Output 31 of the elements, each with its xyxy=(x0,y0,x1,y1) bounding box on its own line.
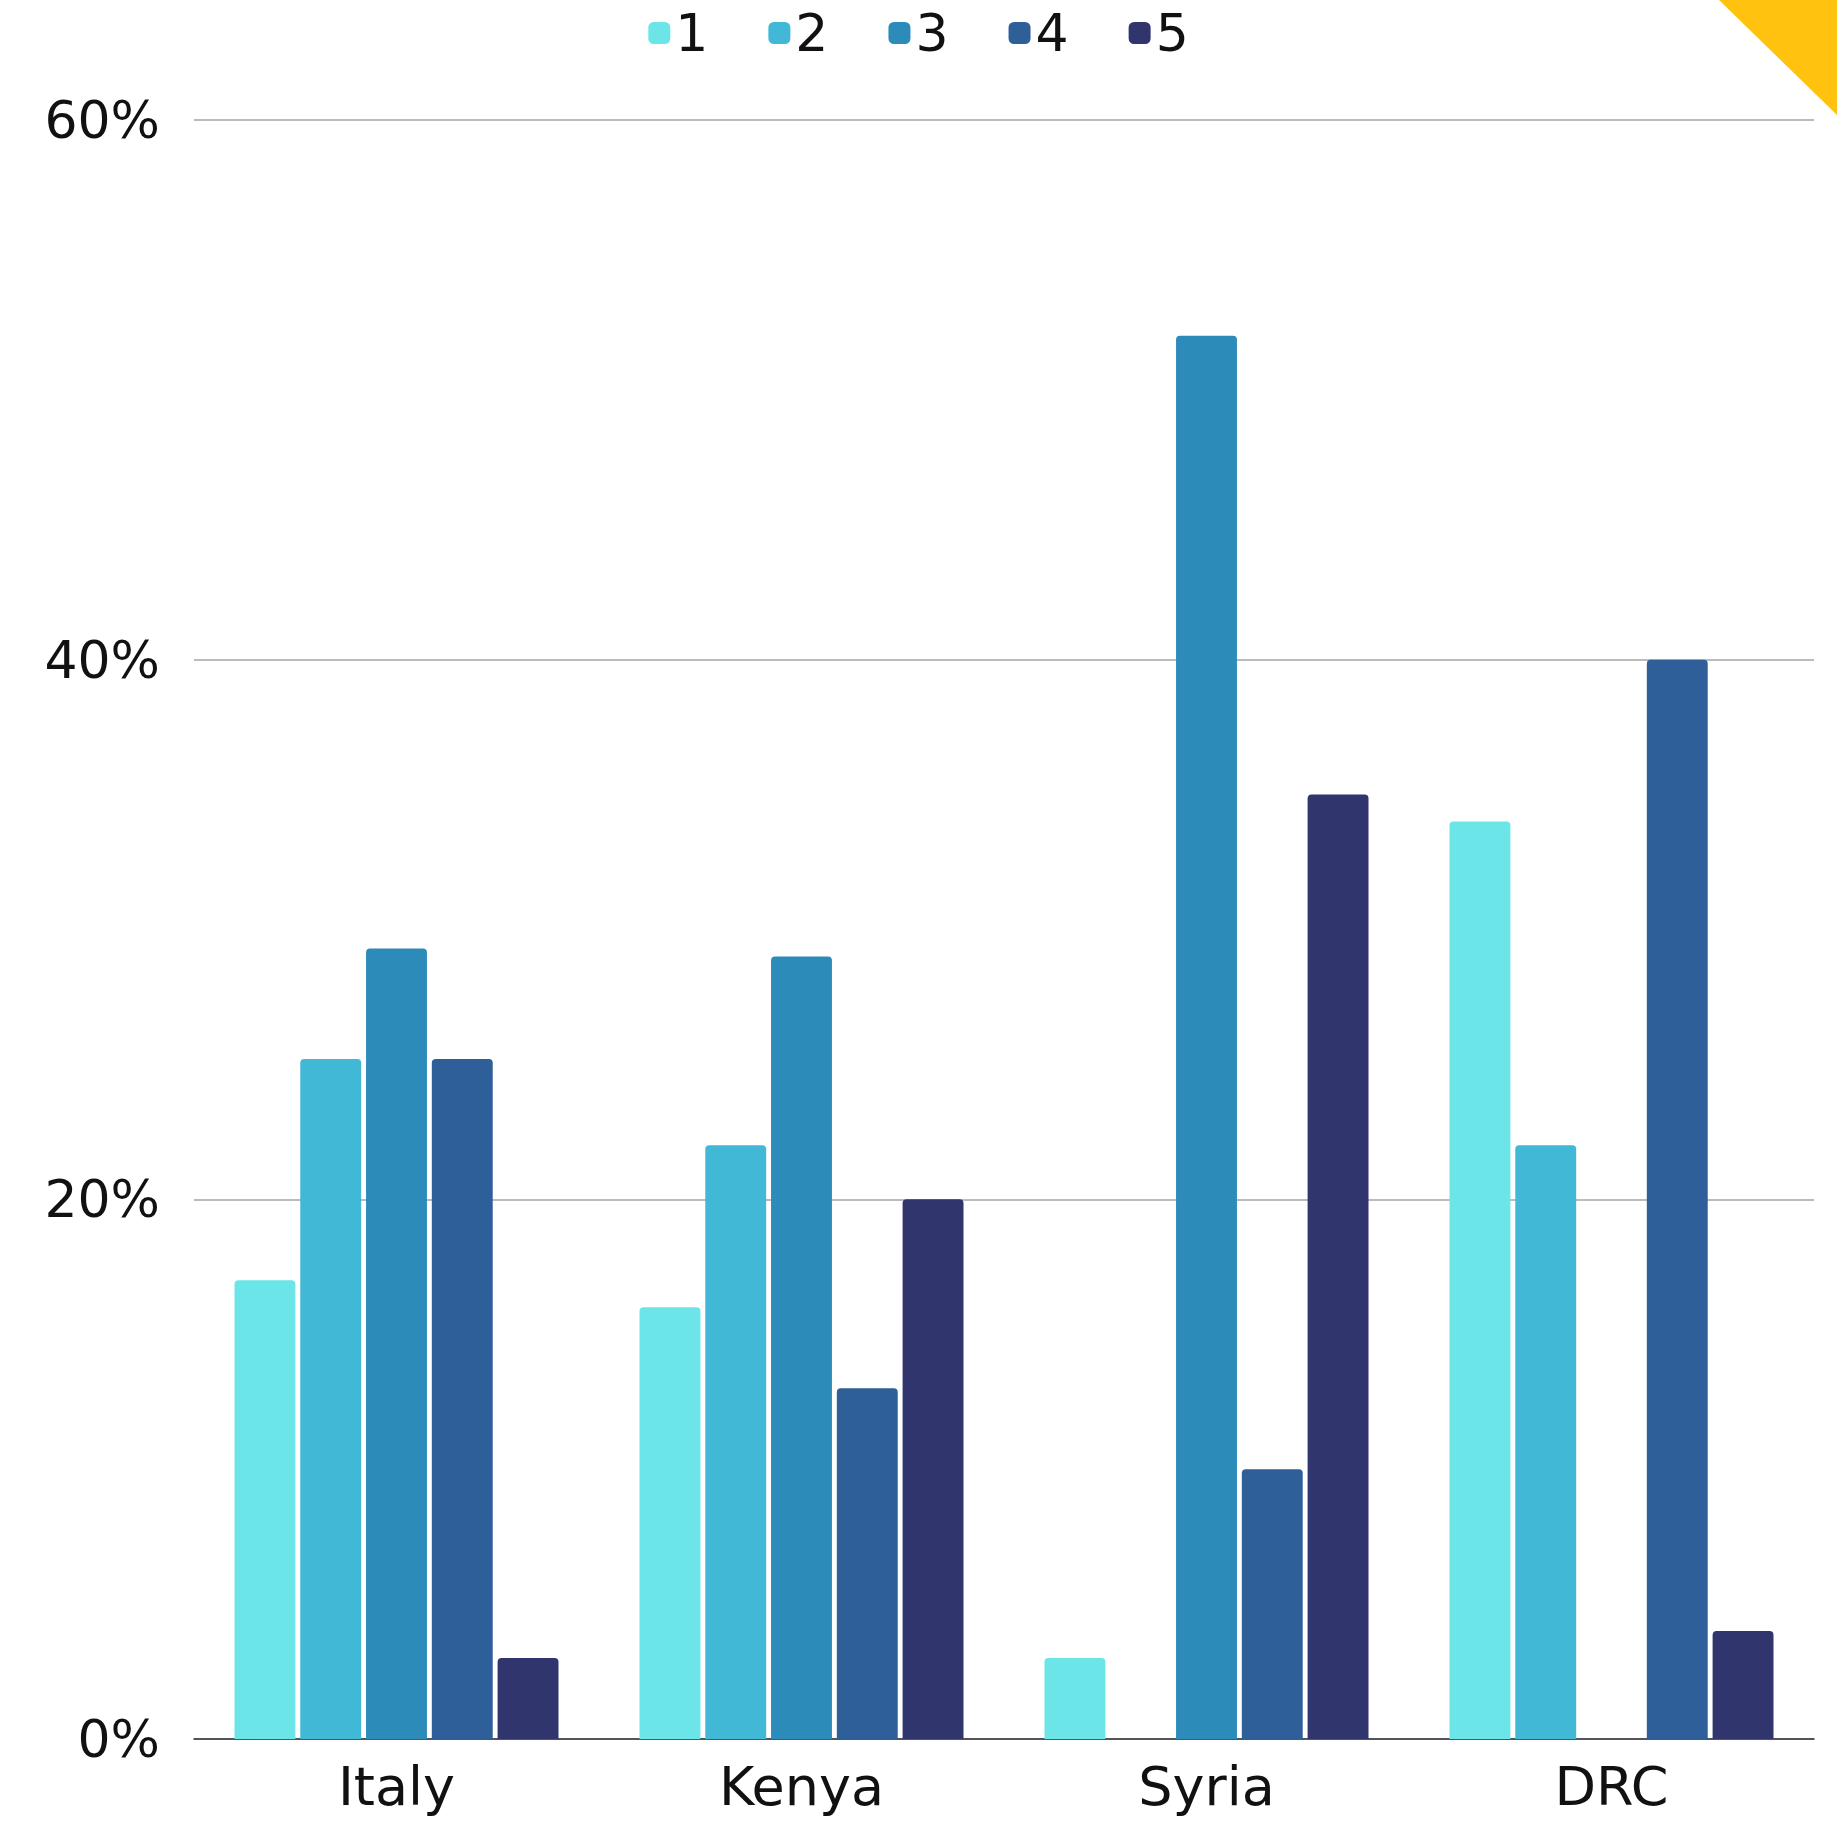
legend-label: 5 xyxy=(1155,3,1189,63)
x-tick-label: Kenya xyxy=(718,1754,885,1818)
bar xyxy=(1241,1469,1303,1739)
bar xyxy=(771,956,832,1739)
bar xyxy=(497,1658,559,1739)
bar xyxy=(836,1388,898,1739)
x-tick-label: Syria xyxy=(1138,1754,1275,1818)
y-tick-label: 40% xyxy=(44,629,160,690)
bar xyxy=(1044,1658,1106,1739)
bar xyxy=(1307,794,1369,1739)
legend-label: 2 xyxy=(795,3,829,63)
bar xyxy=(902,1199,964,1739)
bar xyxy=(1712,1631,1774,1739)
legend-label: 4 xyxy=(1035,3,1069,63)
bar xyxy=(639,1307,701,1739)
x-tick-label: Italy xyxy=(337,1754,456,1818)
bar xyxy=(366,948,427,1739)
x-tick-label: DRC xyxy=(1554,1754,1669,1818)
legend-label: 1 xyxy=(675,3,709,63)
y-tick-label: 20% xyxy=(44,1169,160,1230)
bar xyxy=(431,1059,493,1739)
bar xyxy=(234,1280,296,1739)
bar xyxy=(1515,1145,1577,1739)
bar xyxy=(1176,335,1237,1739)
y-tick-label: 0% xyxy=(77,1709,160,1769)
legend-label: 3 xyxy=(915,3,949,63)
y-tick-label: 60% xyxy=(44,90,160,150)
bar xyxy=(705,1145,767,1739)
bar xyxy=(1646,659,1708,1739)
bar xyxy=(300,1059,362,1739)
bar xyxy=(1449,821,1511,1739)
